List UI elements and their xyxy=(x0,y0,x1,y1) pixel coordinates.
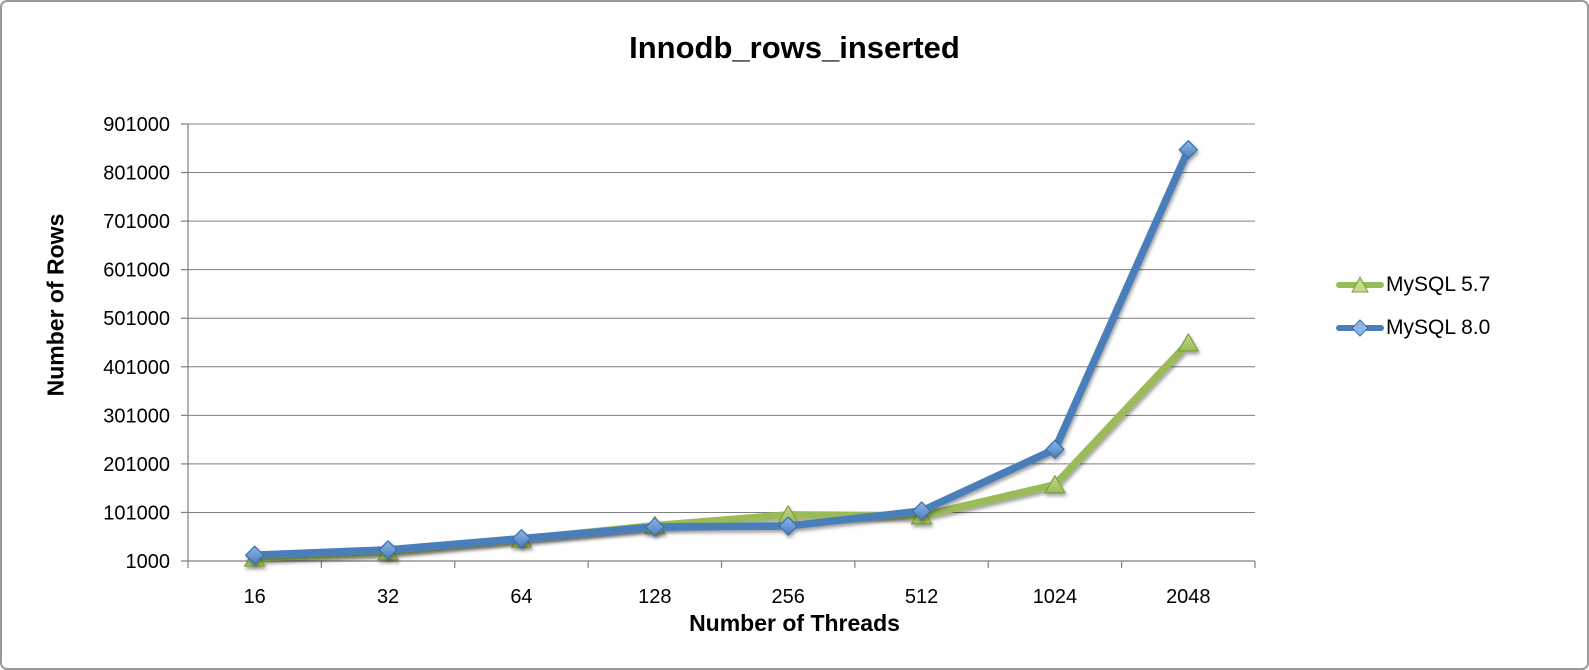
marker-diamond xyxy=(645,517,665,537)
marker-diamond xyxy=(378,540,398,560)
y-tick-label: 901000 xyxy=(103,114,170,136)
x-tick-label: 256 xyxy=(772,586,805,608)
marker-diamond xyxy=(911,501,932,521)
marker-triangle xyxy=(1044,475,1066,494)
y-gridlines: 1000 101000 201000 301000 401000 501000 601000… xyxy=(103,114,1255,573)
y-tick-label: 401000 xyxy=(103,357,170,379)
y-tick-label: 101000 xyxy=(103,502,170,524)
x-tick-label: 1024 xyxy=(1033,586,1078,608)
marker-triangle xyxy=(1177,333,1199,352)
x-tick-label: 16 xyxy=(244,586,266,608)
x-tick-label: 32 xyxy=(377,586,399,608)
x-axis-ticks: 16 32 64 128 256 512 1024 2048 xyxy=(187,561,1256,608)
y-tick-label: 701000 xyxy=(103,211,170,233)
diamond-series-marker-icon xyxy=(1336,319,1384,337)
x-tick-label: 2048 xyxy=(1166,586,1211,608)
legend-item-mysql-57: MySQL 5.7 xyxy=(1336,273,1490,297)
y-tick-label: 801000 xyxy=(103,163,170,185)
chart-title: Innodb_rows_inserted xyxy=(629,30,960,65)
x-tick-label: 128 xyxy=(638,586,671,608)
marker-diamond xyxy=(1178,140,1198,160)
marker-diamond xyxy=(778,516,798,536)
x-tick-label: 64 xyxy=(510,586,532,608)
legend-label-mysql-57: MySQL 5.7 xyxy=(1386,273,1491,296)
triangle-series-marker-icon xyxy=(1336,275,1384,293)
y-tick-label: 601000 xyxy=(103,260,170,282)
y-tick-label: 501000 xyxy=(103,308,170,330)
x-tick-label: 512 xyxy=(905,586,938,608)
marker-diamond xyxy=(245,545,265,565)
series-mysql-8-0 xyxy=(245,140,1198,565)
y-tick-label: 1000 xyxy=(126,551,171,573)
series-line xyxy=(250,145,1193,559)
legend-label-mysql-80: MySQL 8.0 xyxy=(1386,316,1491,339)
marker-diamond xyxy=(1045,439,1065,459)
y-tick-label: 201000 xyxy=(103,454,170,476)
x-axis-title: Number of Threads xyxy=(689,610,900,636)
legend-item-mysql-80: MySQL 8.0 xyxy=(1336,316,1490,340)
y-tick-label: 301000 xyxy=(103,405,170,427)
legend: MySQL 5.7 MySQL 8.0 xyxy=(1336,273,1490,340)
marker-diamond xyxy=(511,529,532,549)
